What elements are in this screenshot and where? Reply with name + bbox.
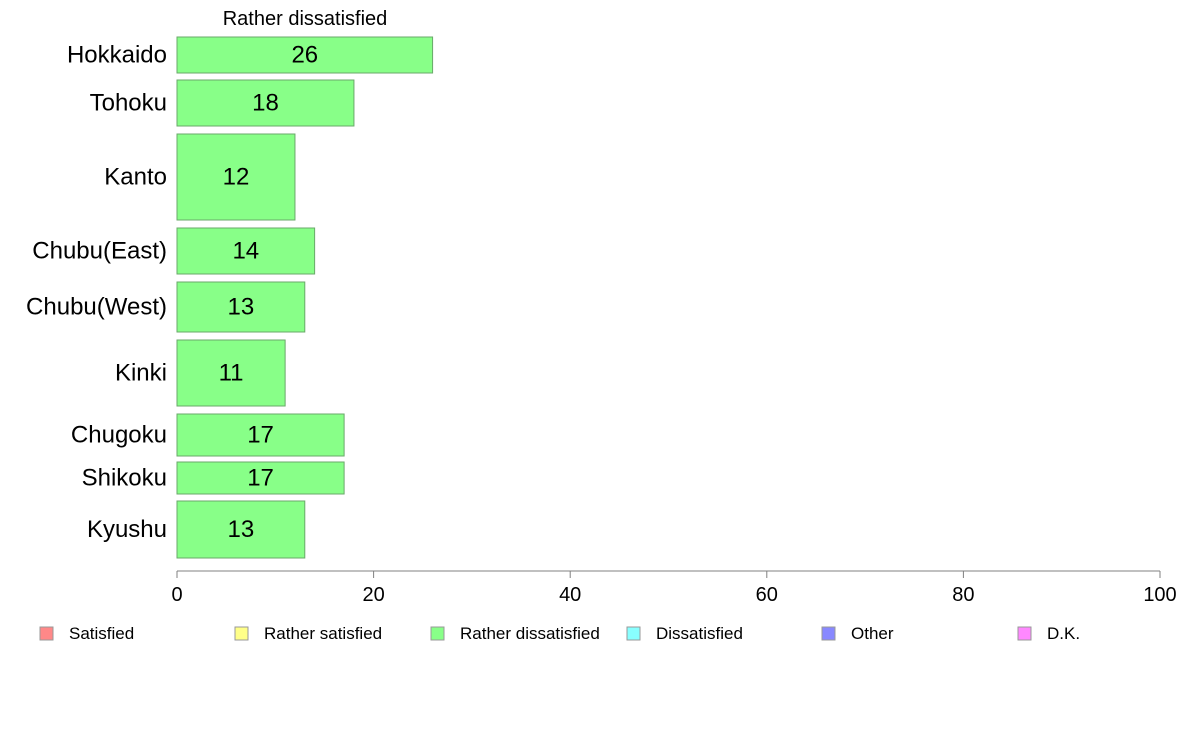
data-label: 12 bbox=[223, 164, 250, 191]
x-tick-label: 0 bbox=[171, 584, 182, 606]
data-label: 13 bbox=[228, 294, 255, 321]
bar-chubu-west- bbox=[176, 281, 306, 333]
data-label: 26 bbox=[291, 42, 318, 69]
legend-swatch bbox=[821, 626, 836, 641]
category-label: Chubu(East) bbox=[32, 238, 167, 265]
x-axis: 0 20 40 60 80 100 bbox=[171, 570, 1177, 606]
data-label: 14 bbox=[232, 238, 259, 265]
legend-swatch bbox=[430, 626, 445, 641]
bar-kyushu bbox=[176, 500, 306, 559]
legend-label: Rather satisfied bbox=[264, 624, 382, 643]
data-label: 18 bbox=[252, 90, 279, 117]
category-label: Hokkaido bbox=[67, 42, 167, 69]
bar-kinki bbox=[176, 339, 286, 407]
x-tick-label: 20 bbox=[362, 584, 384, 606]
bar-shikoku bbox=[176, 461, 345, 495]
legend-swatch bbox=[39, 626, 54, 641]
x-tick-label: 60 bbox=[756, 584, 778, 606]
category-label: Chugoku bbox=[71, 422, 167, 449]
legend-label: Satisfied bbox=[69, 624, 134, 643]
legend-label: Dissatisfied bbox=[656, 624, 743, 643]
bar-chugoku bbox=[176, 413, 345, 457]
legend-swatch bbox=[1017, 626, 1032, 641]
legend-label: Rather dissatisfied bbox=[460, 624, 600, 643]
bars-group: Hokkaido 26 Tohoku 18 Kanto 12 Chubu(East) 14 Ch… bbox=[26, 36, 434, 559]
chart-title: Rather dissatisfied bbox=[223, 8, 388, 30]
legend-label: D.K. bbox=[1047, 624, 1080, 643]
legend-swatch bbox=[626, 626, 641, 641]
bar-tohoku bbox=[176, 79, 355, 127]
data-label: 11 bbox=[219, 360, 244, 387]
bar-kanto bbox=[176, 133, 296, 221]
category-label: Chubu(West) bbox=[26, 294, 167, 321]
x-tick-label: 80 bbox=[952, 584, 974, 606]
category-label: Kinki bbox=[115, 360, 167, 387]
bar-hokkaido bbox=[176, 36, 434, 74]
data-label: 13 bbox=[228, 516, 255, 543]
legend: Satisfied Rather satisfied Rather dissatis… bbox=[39, 624, 1080, 643]
category-label: Tohoku bbox=[90, 90, 167, 117]
data-label: 17 bbox=[247, 465, 274, 492]
legend-label: Other bbox=[851, 624, 894, 643]
bar-chubu-east- bbox=[176, 227, 316, 275]
x-tick-label: 100 bbox=[1143, 584, 1176, 606]
category-label: Kyushu bbox=[87, 516, 167, 543]
legend-swatch bbox=[234, 626, 249, 641]
x-tick-label: 40 bbox=[559, 584, 581, 606]
category-label: Shikoku bbox=[82, 465, 167, 492]
category-label: Kanto bbox=[104, 164, 167, 191]
data-label: 17 bbox=[247, 422, 274, 449]
